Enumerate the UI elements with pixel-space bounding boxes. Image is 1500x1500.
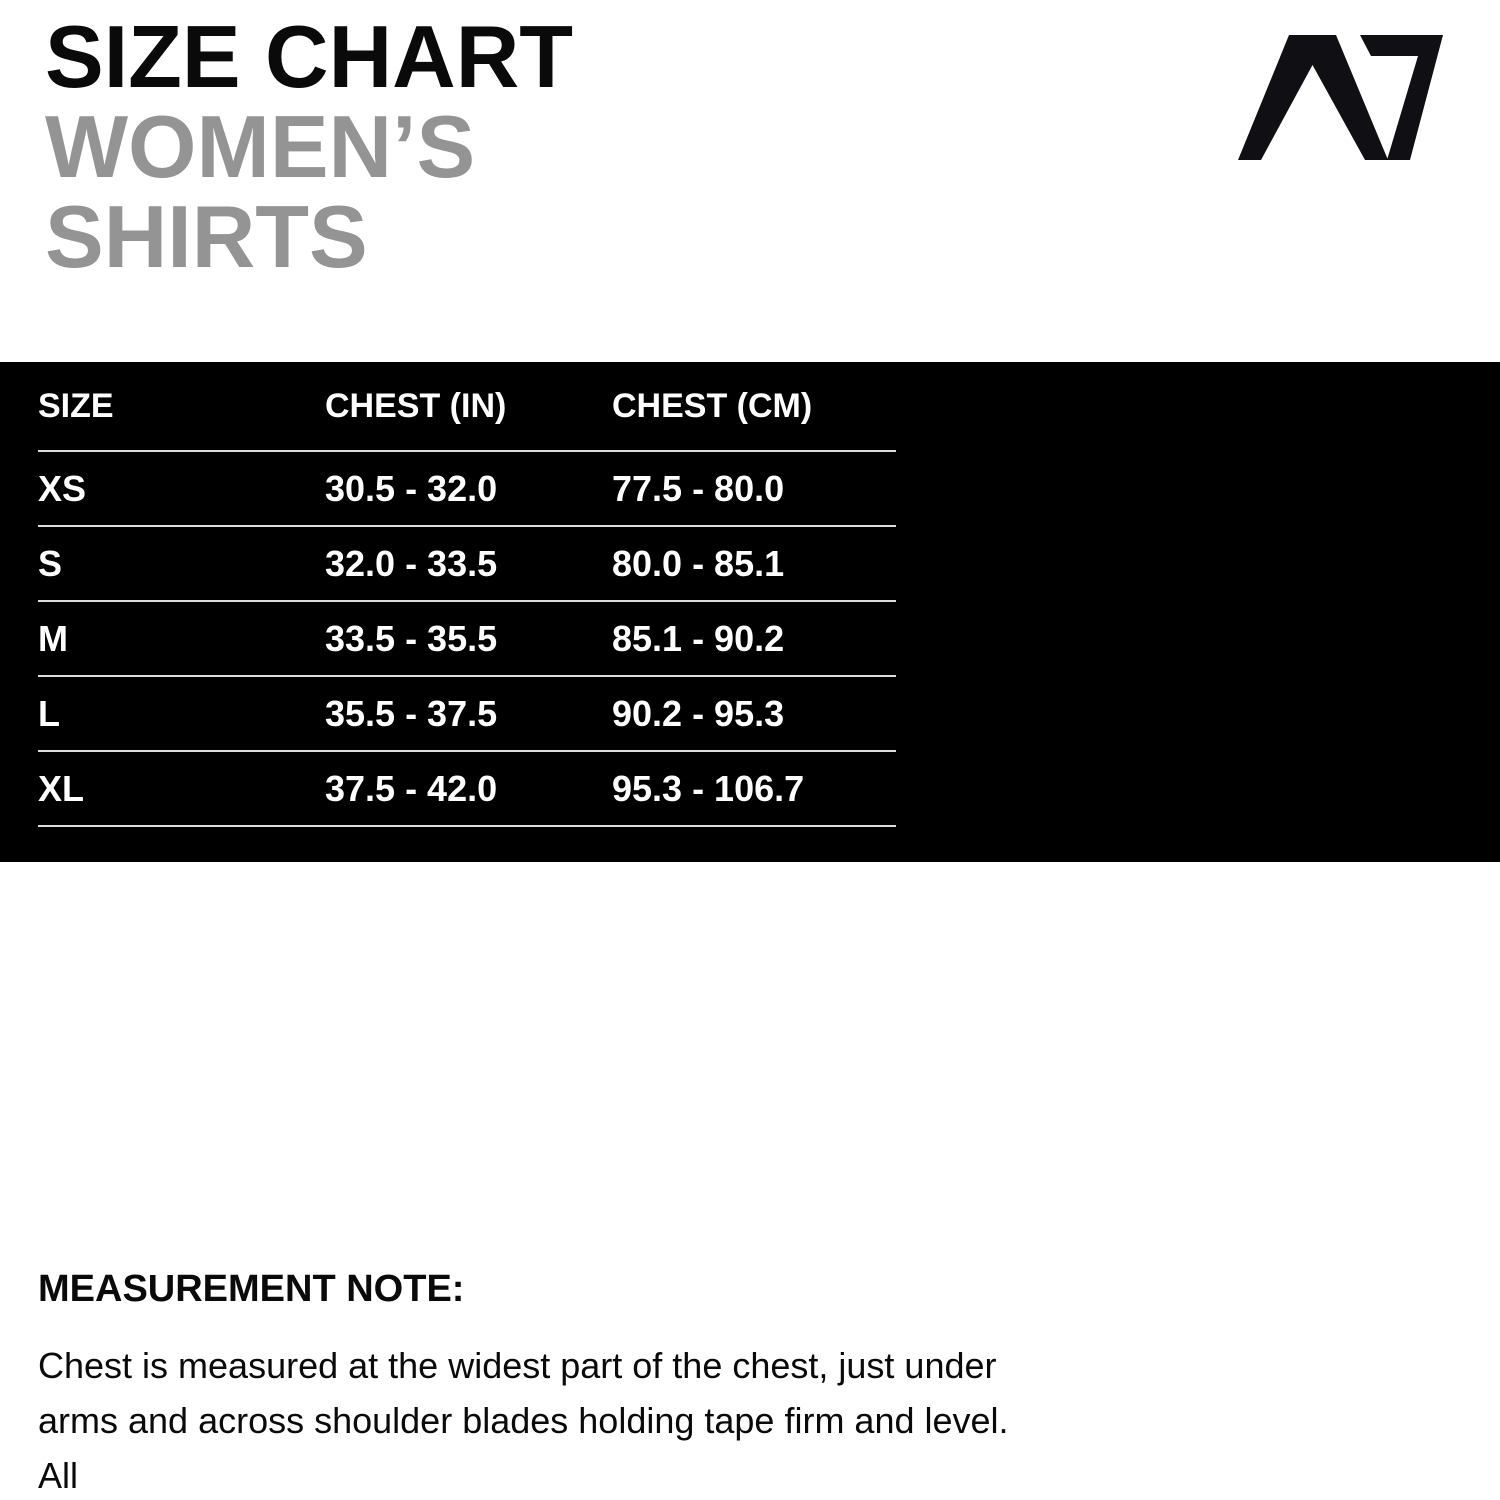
size-cell: S — [38, 542, 63, 584]
chest-cm-cell: 80.0 - 85.1 — [612, 542, 785, 584]
column-header-chest-cm: CHEST (CM) — [612, 386, 813, 425]
note-line: Chest is measured at the widest part of … — [38, 1345, 997, 1386]
chest-cm-cell: 95.3 - 106.7 — [612, 767, 805, 809]
size-cell: XS — [38, 467, 87, 509]
table-header-row: SIZE CHEST (IN) CHEST (CM) — [38, 362, 896, 452]
page-subtitle-category: WOMEN’S — [45, 97, 476, 196]
chest-cm-cell: 85.1 - 90.2 — [612, 617, 785, 659]
chest-in-cell: 32.0 - 33.5 — [325, 542, 498, 584]
measurement-note-body: Chest is measured at the widest part of … — [38, 1338, 1018, 1500]
chest-cm-cell: 77.5 - 80.0 — [612, 467, 785, 509]
chest-in-cell: 30.5 - 32.0 — [325, 467, 498, 509]
column-header-chest-in: CHEST (IN) — [325, 386, 507, 425]
size-table: SIZE CHEST (IN) CHEST (CM) XS 30.5 - 32.… — [38, 362, 896, 827]
size-cell: M — [38, 617, 68, 659]
table-row-xl: XL 37.5 - 42.0 95.3 - 106.7 — [38, 752, 896, 827]
note-line: arms and across shoulder blades holding … — [38, 1400, 1009, 1496]
page-subtitle-product: SHIRTS — [45, 187, 368, 286]
table-row-xs: XS 30.5 - 32.0 77.5 - 80.0 — [38, 452, 896, 527]
size-table-band: SIZE CHEST (IN) CHEST (CM) XS 30.5 - 32.… — [0, 362, 1500, 862]
size-cell: L — [38, 692, 60, 734]
chest-cm-cell: 90.2 - 95.3 — [612, 692, 785, 734]
chest-in-cell: 33.5 - 35.5 — [325, 617, 498, 659]
column-header-size: SIZE — [38, 386, 114, 425]
size-cell: XL — [38, 767, 85, 809]
table-row-s: S 32.0 - 33.5 80.0 - 85.1 — [38, 527, 896, 602]
page-title: SIZE CHART — [45, 7, 573, 106]
table-row-l: L 35.5 - 37.5 90.2 - 95.3 — [38, 677, 896, 752]
table-row-m: M 33.5 - 35.5 85.1 - 90.2 — [38, 602, 896, 677]
measurement-note: MEASUREMENT NOTE: Chest is measured at t… — [38, 1266, 1018, 1500]
measurement-note-heading: MEASUREMENT NOTE: — [38, 1268, 465, 1310]
a7-logo-icon — [1238, 35, 1448, 160]
chest-in-cell: 35.5 - 37.5 — [325, 692, 498, 734]
masthead: SIZE CHART WOMEN’S SHIRTS — [45, 12, 573, 282]
chest-in-cell: 37.5 - 42.0 — [325, 767, 498, 809]
